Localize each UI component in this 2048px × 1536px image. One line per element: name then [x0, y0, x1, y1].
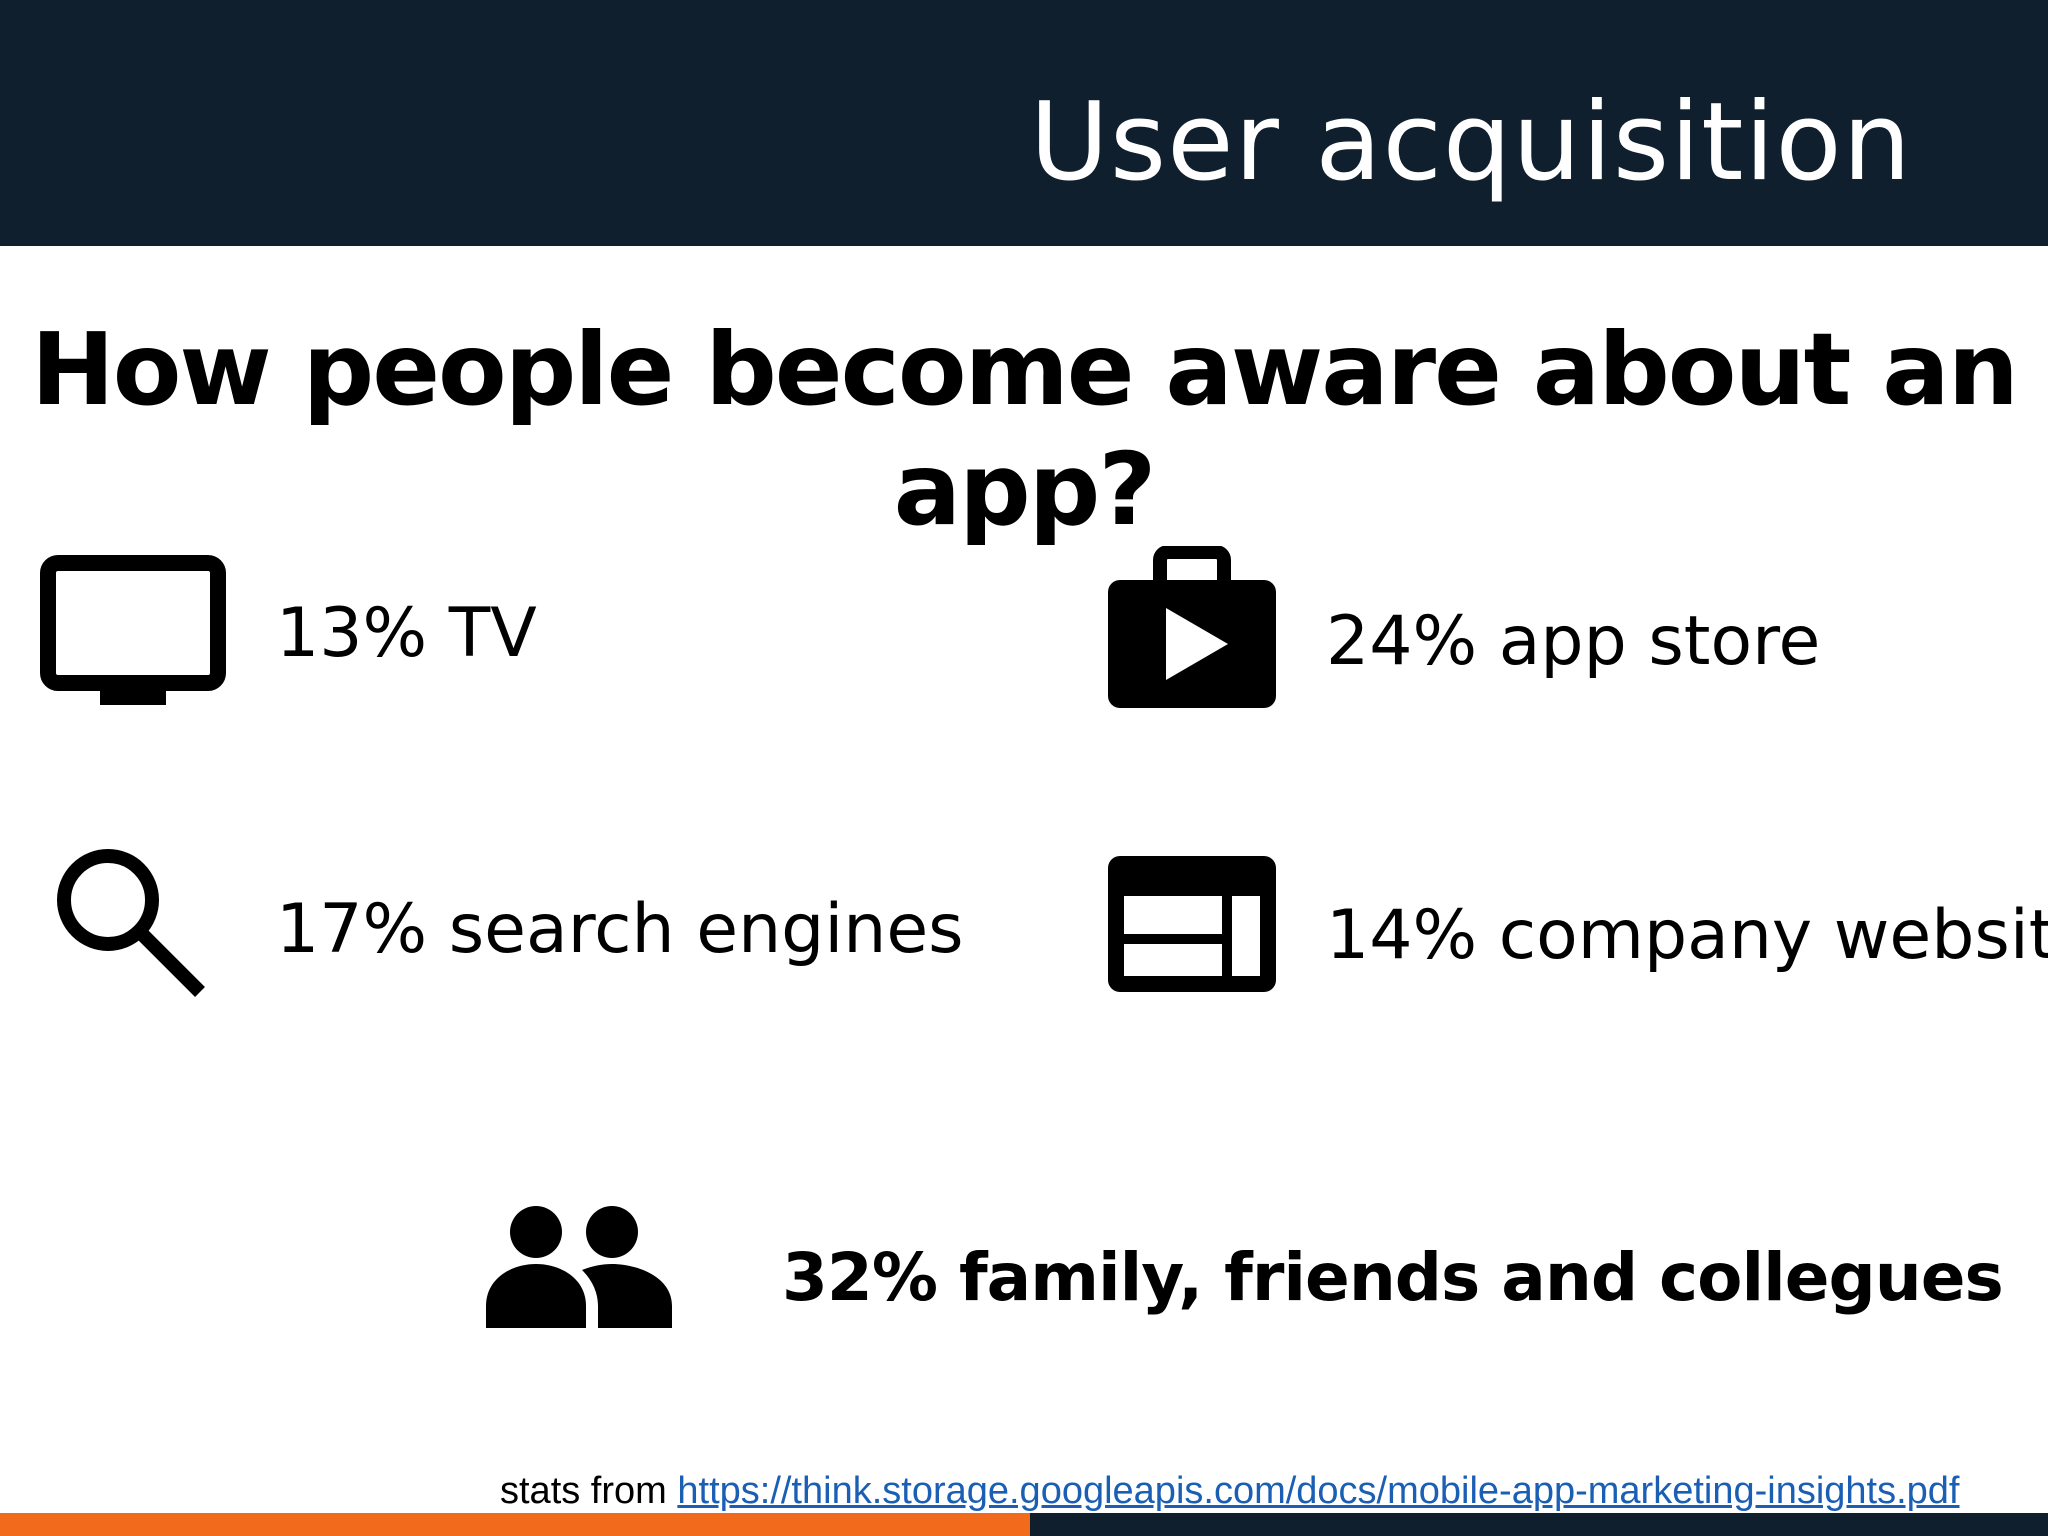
people-icon — [486, 1206, 672, 1328]
footer-accent-right — [1030, 1513, 2048, 1536]
slide-question: How people become aware about an app? — [31, 311, 2019, 548]
source-prefix: stats from — [500, 1470, 678, 1512]
tv-icon — [40, 555, 226, 705]
source-citation: stats from https://think.storage.googlea… — [500, 1468, 1960, 1514]
stat-website-label: 14% company website — [1326, 896, 2048, 975]
website-icon — [1108, 856, 1276, 992]
app-store-icon — [1108, 546, 1276, 708]
search-icon — [57, 849, 205, 997]
stat-tv-label: 13% TV — [276, 594, 537, 673]
header-bar: User acquisition — [0, 0, 2048, 246]
stat-people-label: 32% family, friends and collegues — [782, 1239, 2004, 1316]
stat-search-label: 17% search engines — [276, 890, 964, 969]
stat-app-store-label: 24% app store — [1326, 602, 1821, 681]
slide-title: User acquisition — [1029, 80, 1912, 205]
source-link[interactable]: https://think.storage.googleapis.com/doc… — [677, 1470, 1960, 1512]
footer-accent-left — [0, 1513, 1030, 1536]
